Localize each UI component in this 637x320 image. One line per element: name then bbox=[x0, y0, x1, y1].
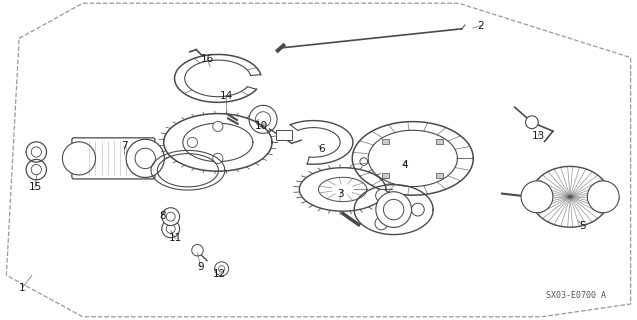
Circle shape bbox=[375, 217, 388, 230]
FancyBboxPatch shape bbox=[436, 173, 443, 178]
Text: 6: 6 bbox=[318, 144, 325, 154]
Circle shape bbox=[192, 244, 203, 256]
Text: 14: 14 bbox=[220, 91, 233, 101]
Circle shape bbox=[526, 116, 538, 129]
Circle shape bbox=[187, 137, 197, 148]
FancyBboxPatch shape bbox=[72, 138, 155, 179]
Circle shape bbox=[412, 203, 424, 216]
Circle shape bbox=[249, 105, 277, 133]
Circle shape bbox=[376, 189, 389, 202]
Text: 13: 13 bbox=[532, 131, 545, 141]
Text: 3: 3 bbox=[338, 188, 344, 199]
Text: 16: 16 bbox=[201, 54, 213, 64]
Text: 4: 4 bbox=[401, 160, 408, 170]
Text: 2: 2 bbox=[478, 20, 484, 31]
Text: 1: 1 bbox=[19, 283, 25, 293]
FancyBboxPatch shape bbox=[382, 173, 389, 178]
Circle shape bbox=[62, 142, 96, 175]
Circle shape bbox=[213, 153, 223, 164]
Text: 5: 5 bbox=[580, 220, 586, 231]
FancyBboxPatch shape bbox=[382, 139, 389, 144]
Text: 11: 11 bbox=[169, 233, 182, 244]
Text: 15: 15 bbox=[29, 182, 41, 192]
Circle shape bbox=[162, 220, 180, 238]
Text: 9: 9 bbox=[197, 262, 204, 272]
FancyBboxPatch shape bbox=[276, 130, 292, 140]
Text: SX03-E0700 A: SX03-E0700 A bbox=[547, 291, 606, 300]
Text: 7: 7 bbox=[121, 140, 127, 151]
Text: 8: 8 bbox=[159, 211, 166, 221]
FancyBboxPatch shape bbox=[436, 139, 443, 144]
Circle shape bbox=[213, 121, 223, 132]
Text: 12: 12 bbox=[213, 268, 226, 279]
Circle shape bbox=[126, 139, 164, 178]
Circle shape bbox=[162, 208, 180, 226]
Text: 10: 10 bbox=[255, 121, 268, 132]
Circle shape bbox=[521, 181, 553, 213]
Circle shape bbox=[587, 181, 619, 213]
Circle shape bbox=[376, 192, 412, 228]
Circle shape bbox=[215, 262, 229, 276]
